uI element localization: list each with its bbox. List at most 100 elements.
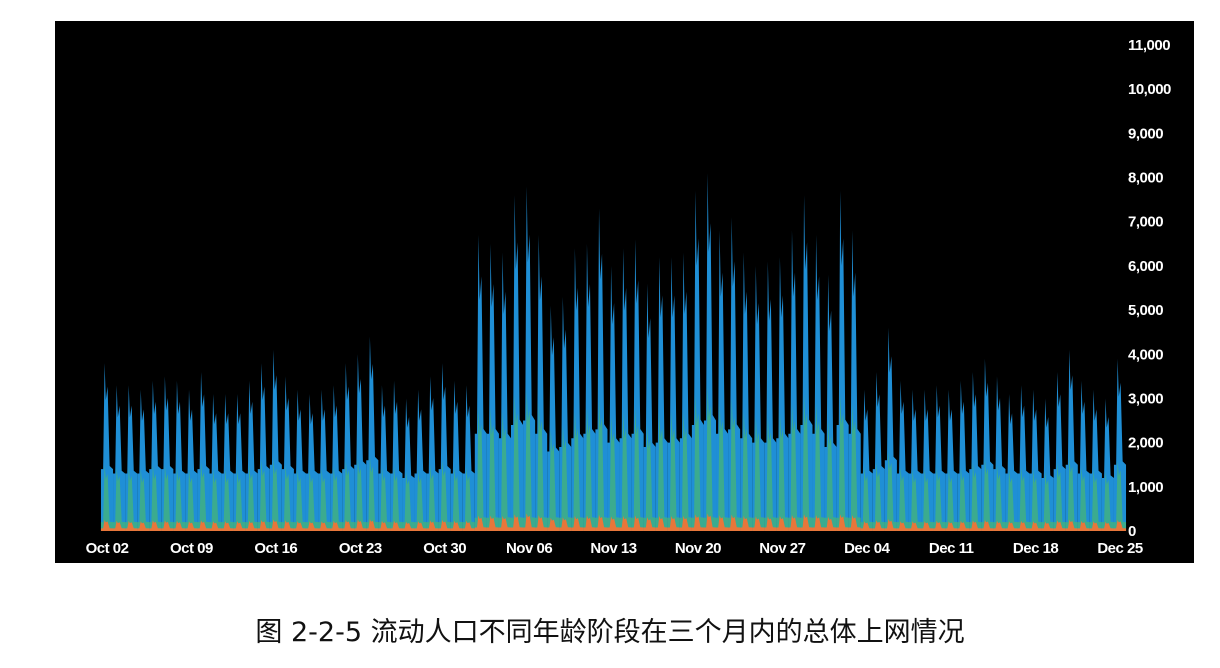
series-1-day-mark xyxy=(342,460,355,531)
series-2-day-mark xyxy=(908,521,922,531)
series-2-day-mark xyxy=(390,520,403,531)
series-2-day-mark xyxy=(354,519,367,531)
series-2-day-mark xyxy=(800,514,813,531)
series-1-day-mark xyxy=(703,385,717,531)
series-1-day-mark xyxy=(643,424,656,531)
series-1-day-mark xyxy=(764,416,777,531)
x-tick-label: Nov 27 xyxy=(759,540,805,557)
series-1-day-mark xyxy=(510,394,524,531)
series-1-day-mark xyxy=(933,466,946,531)
y-tick-label: 6,000 xyxy=(1128,258,1163,275)
series-1-day-mark xyxy=(281,464,294,531)
series-1-day-mark xyxy=(788,402,801,531)
x-tick-label: Oct 09 xyxy=(170,540,213,557)
series-1-day-mark xyxy=(113,466,126,531)
series-1-day-mark xyxy=(318,469,331,531)
series-1-day-mark xyxy=(1005,469,1018,531)
series-1-day-mark xyxy=(1065,455,1078,531)
series-1-day-mark xyxy=(474,407,487,531)
series-1-day-mark xyxy=(571,411,584,531)
figure-caption: 图 2-2-5 流动人口不同年龄阶段在三个月内的总体上网情况 xyxy=(255,617,965,648)
series-2-day-mark xyxy=(981,519,994,531)
series-2-day-mark xyxy=(643,517,656,531)
series-1-day-mark xyxy=(257,460,270,531)
series-2-day-mark xyxy=(342,519,355,531)
series-2-day-mark xyxy=(149,520,162,531)
series-1-day-mark xyxy=(752,416,765,531)
series-1-day-mark xyxy=(945,469,958,531)
usage-area-chart: 0 1,000 2,000 3,000 4,000 5,000 6,000 7,000 8,00… xyxy=(86,37,1172,557)
y-tick-label: 4,000 xyxy=(1128,346,1163,363)
series-2-day-mark xyxy=(583,515,596,531)
series-2-day-mark xyxy=(113,520,126,531)
series-1-day-mark xyxy=(595,398,608,531)
series-1-day-mark xyxy=(173,466,186,531)
series-1-day-mark xyxy=(137,469,150,531)
series-2-day-mark xyxy=(474,515,487,531)
series-1-day-mark xyxy=(800,394,813,531)
series-1-day-mark xyxy=(559,424,572,531)
x-tick-label: Dec 11 xyxy=(929,540,974,557)
series-1-day-mark xyxy=(667,411,680,531)
series-2-day-mark xyxy=(812,515,825,531)
series-1-day-mark xyxy=(354,458,367,531)
series-2-day-mark xyxy=(366,519,379,531)
series-1-day-mark xyxy=(824,420,837,531)
series-1-day-mark xyxy=(812,402,825,531)
y-tick-label: 9,000 xyxy=(1128,125,1163,142)
series-2-day-mark xyxy=(884,519,897,531)
series-2-day-mark xyxy=(969,520,982,531)
series-2-day-mark xyxy=(945,521,958,531)
series-2-day-mark xyxy=(330,520,343,531)
series-2-day-mark xyxy=(293,521,306,531)
series-2-day-mark xyxy=(125,520,138,531)
series-2-day-mark xyxy=(426,520,439,531)
series-1-day-mark xyxy=(414,469,427,531)
x-tick-label: Nov 06 xyxy=(506,540,552,557)
series-2-day-mark xyxy=(824,516,837,531)
series-2-day-mark xyxy=(655,515,668,531)
series-2-day-mark xyxy=(402,521,415,531)
series-2-day-mark xyxy=(173,520,186,531)
y-tick-label: 5,000 xyxy=(1128,302,1163,319)
series-1-day-mark xyxy=(921,469,934,531)
series-1-day-mark xyxy=(619,411,632,531)
series-2-day-mark xyxy=(836,514,849,531)
series-1-day-mark xyxy=(908,469,922,531)
series-1-day-mark xyxy=(679,411,692,531)
series-1-day-mark xyxy=(1017,466,1030,531)
series-2-day-mark xyxy=(752,516,765,531)
series-1-day-mark xyxy=(1113,460,1127,531)
series-1-day-mark xyxy=(1077,466,1090,531)
series-1-day-mark xyxy=(269,458,282,531)
x-tick-label: Dec 18 xyxy=(1013,540,1059,557)
series-2-day-mark xyxy=(1005,521,1018,531)
series-2-day-mark xyxy=(510,514,524,531)
y-tick-label: 0 xyxy=(1128,523,1136,540)
x-tick-label: Oct 23 xyxy=(339,540,382,557)
series-2-day-mark xyxy=(1041,521,1054,531)
series-1-day-mark xyxy=(872,462,885,531)
series-1-day-mark xyxy=(1053,462,1066,531)
series-1-day-mark xyxy=(957,466,970,531)
series-1-day-mark xyxy=(330,466,343,531)
x-tick-label: Nov 20 xyxy=(675,540,721,557)
series-2-day-mark xyxy=(535,515,548,531)
series-2-day-mark xyxy=(631,515,644,531)
series-1-day-mark xyxy=(438,460,451,531)
series-2-day-mark xyxy=(221,521,234,531)
series-1-day-mark xyxy=(896,466,909,531)
x-tick-label: Nov 13 xyxy=(590,540,636,557)
series-2-day-mark xyxy=(498,515,511,531)
series-1-day-mark xyxy=(691,394,704,531)
x-axis-ticks: Oct 02 Oct 09 Oct 16 Oct 23 Oct 30 Nov 06 Nov … xyxy=(86,540,1144,557)
series-1-day-mark xyxy=(583,407,596,531)
series-2-day-mark xyxy=(161,520,174,531)
series-1-day-mark xyxy=(607,416,620,531)
series-2-day-mark xyxy=(197,520,210,531)
series-2-day-mark xyxy=(703,513,717,531)
series-layer xyxy=(100,173,1127,532)
y-tick-label: 8,000 xyxy=(1128,170,1163,187)
series-1-day-mark xyxy=(776,411,789,531)
series-1-day-mark xyxy=(450,466,463,531)
